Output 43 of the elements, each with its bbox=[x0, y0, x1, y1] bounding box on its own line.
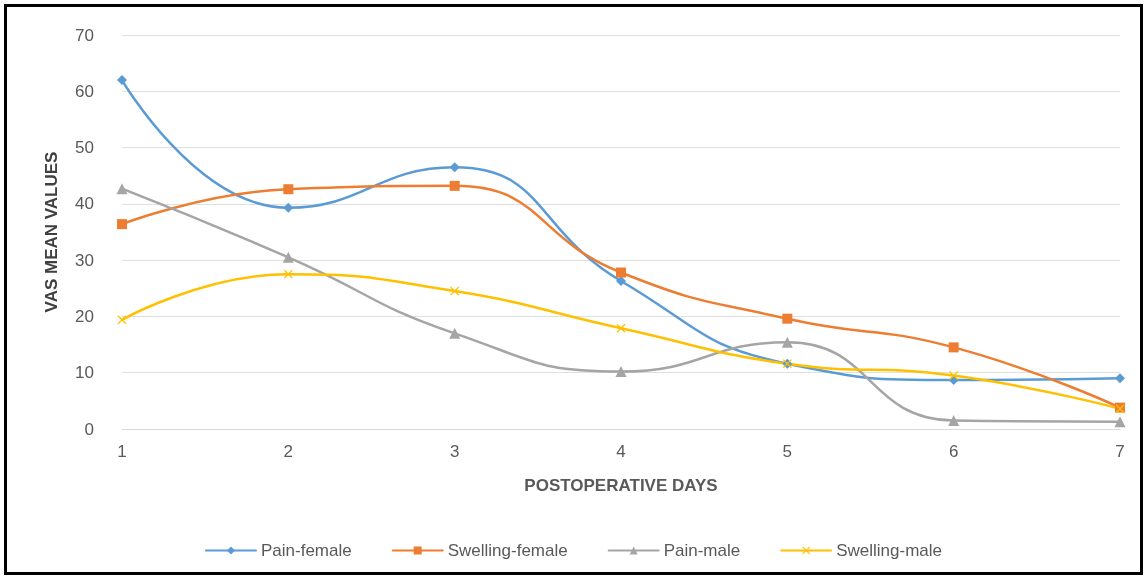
y-tick-label: 30 bbox=[75, 250, 94, 270]
point bbox=[449, 162, 460, 173]
legend-label: Swelling-female bbox=[447, 541, 568, 560]
point bbox=[449, 180, 460, 191]
point bbox=[283, 202, 294, 213]
point bbox=[948, 415, 960, 427]
point bbox=[117, 219, 127, 230]
point bbox=[616, 267, 626, 278]
point bbox=[782, 313, 793, 324]
y-tick-label: 0 bbox=[84, 419, 94, 439]
point bbox=[616, 323, 626, 333]
point bbox=[116, 183, 128, 195]
legend-label: Pain-male bbox=[663, 541, 741, 560]
y-axis-title: VAS MEAN VALUES bbox=[42, 151, 61, 313]
x-tick-label: 2 bbox=[283, 442, 294, 461]
point bbox=[283, 269, 293, 279]
y-tick-label: 40 bbox=[75, 194, 94, 214]
x-tick-label: 1 bbox=[117, 442, 127, 461]
point bbox=[449, 327, 461, 339]
point bbox=[1114, 416, 1126, 428]
point bbox=[450, 286, 460, 296]
point bbox=[781, 336, 793, 348]
y-tick-label: 20 bbox=[75, 306, 94, 326]
x-tick-label: 4 bbox=[616, 442, 626, 461]
x-tick-label: 7 bbox=[1115, 442, 1125, 461]
point bbox=[282, 251, 294, 263]
point bbox=[1115, 373, 1125, 384]
y-tick-label: 10 bbox=[75, 363, 94, 383]
x-tick-label: 5 bbox=[782, 442, 793, 461]
y-tick-label: 70 bbox=[75, 25, 94, 45]
y-tick-label: 50 bbox=[75, 138, 94, 158]
y-tick-label: 60 bbox=[75, 81, 94, 101]
x-tick-label: 6 bbox=[948, 442, 959, 461]
legend-label: Pain-female bbox=[260, 541, 352, 560]
point bbox=[615, 366, 627, 378]
x-tick-label: 3 bbox=[449, 442, 460, 461]
point bbox=[117, 315, 127, 325]
point bbox=[948, 342, 959, 353]
point bbox=[117, 75, 127, 86]
x-axis-title: POSTOPERATIVE DAYS bbox=[524, 476, 718, 495]
point bbox=[949, 371, 959, 381]
legend-label: Swelling-male bbox=[836, 541, 943, 560]
point bbox=[283, 184, 294, 195]
